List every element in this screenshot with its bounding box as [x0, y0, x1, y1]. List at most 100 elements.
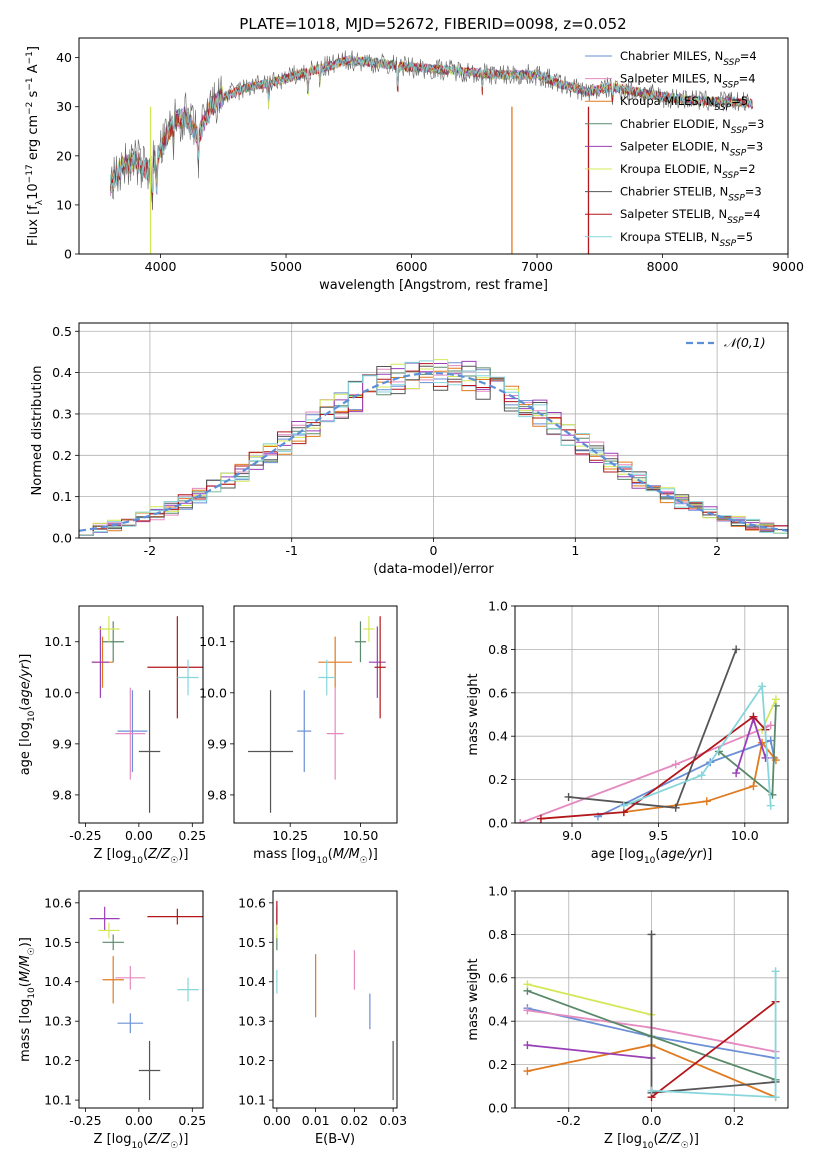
x-tick-label: 0.01 [302, 1113, 330, 1128]
y-axis-label: Flux [fλ10−17 erg cm−2 s−1 A−1] [25, 46, 45, 246]
panel-mass-age: 10.25 10.50 9.8 9.9 10.0 10.1 mass [log10(M/M☉… [199, 605, 398, 866]
panels: 4000 5000 6000 7000 8000 9000010203040wavelen… [18, 37, 804, 1151]
axes-frame [78, 605, 204, 824]
y-tick-label: 0.1 [52, 489, 72, 504]
x-tick-label: -0.25 [69, 828, 101, 843]
axes-frame [272, 890, 398, 1109]
y-tick-label: 10.4 [44, 974, 72, 989]
plot-area [91, 616, 203, 813]
y-tick-label: 9.9 [52, 736, 72, 751]
weight-marker [697, 771, 706, 780]
y-tick-label: 0.5 [52, 324, 72, 339]
x-tick-label: -2 [144, 543, 156, 558]
y-tick-label: 10.1 [199, 634, 227, 649]
x-tick-label: 0.00 [125, 1113, 153, 1128]
x-tick-label: 9.0 [562, 828, 582, 843]
y-tick-label: 0.2 [52, 448, 72, 463]
y-tick-label: 0.6 [488, 970, 508, 985]
x-tick-label: 0.00 [263, 1113, 291, 1128]
x-axis-label: E(B-V) [315, 1132, 355, 1147]
y-tick-label: 0.0 [488, 1101, 508, 1116]
x-axis-label: Z [log10(Z/Z☉)] [94, 847, 189, 866]
x-tick-label: 6000 [396, 259, 428, 274]
y-tick-label: 9.8 [207, 787, 227, 802]
x-tick-label: 9.5 [648, 828, 668, 843]
weight-marker [749, 712, 758, 721]
x-tick-label: 10.50 [343, 828, 379, 843]
weight-marker [766, 801, 775, 810]
x-tick-label: 5000 [270, 259, 302, 274]
y-tick-label: 10.3 [44, 1014, 72, 1029]
axes-frame [233, 605, 398, 824]
y-axis-label: Normed distribution [30, 366, 45, 496]
weight-marker [523, 1041, 532, 1050]
y-tick-label: 10 [56, 197, 72, 212]
y-tick-label: 0.8 [488, 927, 508, 942]
weight-marker [523, 1006, 532, 1015]
x-tick-label: 9000 [772, 259, 804, 274]
weight-marker [536, 814, 545, 823]
legend-entry: Kroupa STELIB, NSSP=5 [620, 230, 753, 249]
y-tick-label: 0.4 [52, 365, 72, 380]
y-tick-label: 10.4 [238, 974, 266, 989]
y-tick-label: 9.8 [52, 787, 72, 802]
y-tick-label: 0.2 [488, 772, 508, 787]
x-tick-label: 0.25 [178, 1113, 206, 1128]
y-tick-label: 10.1 [44, 634, 72, 649]
panel-z-age: -0.25 0.00 0.25 9.8 9.9 10.0 10.1 Z [log10(Z/Z☉… [18, 605, 206, 866]
legend-entry: Chabrier STELIB, NSSP=3 [620, 185, 762, 204]
spectrum-line [110, 55, 753, 195]
y-tick-label: 0.0 [488, 816, 508, 831]
weight-line [623, 683, 772, 807]
axes-frame [78, 37, 789, 255]
weight-line [651, 971, 777, 1099]
legend-entry: Kroupa MILES, NSSP=5 [620, 94, 748, 113]
legend-entry: Salpeter ELODIE, NSSP=3 [620, 139, 763, 158]
plot-area [276, 900, 394, 1101]
x-axis-label: mass [log10(M/M☉)] [253, 847, 378, 866]
axes-frame [78, 322, 789, 539]
plot-area [248, 616, 386, 813]
x-tick-label: 4000 [145, 259, 177, 274]
weight-line [527, 1044, 652, 1059]
legend-entry: 𝒩(0,1) [724, 335, 766, 350]
y-tick-label: 10.3 [238, 1014, 266, 1029]
figure-title: PLATE=1018, MJD=52672, FIBERID=0098, z=0… [239, 15, 626, 33]
x-tick-label: 1 [571, 543, 579, 558]
weight-marker [619, 801, 628, 810]
y-tick-label: 0.4 [488, 1014, 508, 1029]
weight-marker [647, 1086, 656, 1095]
y-axis-label: mass weight [466, 673, 481, 755]
x-tick-label: 0.2 [724, 1113, 744, 1128]
y-tick-label: 1.0 [488, 599, 508, 614]
weight-line [540, 715, 767, 820]
y-axis-label: mass [log10(M/M☉)] [18, 937, 37, 1062]
weight-marker [523, 1067, 532, 1076]
plot-area [110, 50, 753, 254]
weight-marker [766, 721, 775, 730]
x-tick-label: -0.2 [557, 1113, 581, 1128]
x-tick-label: 7000 [521, 259, 553, 274]
y-tick-label: 1.0 [488, 884, 508, 899]
weight-line [527, 983, 652, 1016]
legend-entry: Chabrier MILES, NSSP=4 [620, 49, 757, 68]
weight-line [650, 1000, 777, 1098]
panel-residuals: -2 -1 0 1 2 0.0 0.1 0.2 0.3 0.4 0.5 (data-model)/er… [30, 322, 789, 577]
weight-marker [564, 792, 573, 801]
weight-marker [771, 967, 780, 976]
weight-marker [761, 753, 770, 762]
panel-z-weight: -0.2 0.0 0.2 0.0 0.2 0.4 0.6 0.8 1.0 Z [log10(Z/Z… [466, 884, 789, 1151]
x-tick-label: -0.25 [69, 1113, 101, 1128]
normal-curve [79, 371, 788, 532]
panel-ebv-mass: 0.00 0.01 0.02 0.03 10.1 10.2 10.3 10.4 10.5 10.6… [238, 890, 407, 1147]
weight-marker [671, 760, 680, 769]
y-tick-label: 0.3 [52, 406, 72, 421]
x-tick-label: -1 [285, 543, 297, 558]
y-tick-label: 0.0 [52, 531, 72, 546]
y-tick-label: 10.1 [44, 1093, 72, 1108]
y-tick-label: 10.5 [238, 935, 266, 950]
y-tick-label: 20 [56, 148, 72, 163]
legend-entry: Salpeter MILES, NSSP=4 [620, 72, 756, 91]
y-tick-label: 10.6 [238, 895, 266, 910]
x-tick-label: 0.00 [125, 828, 153, 843]
